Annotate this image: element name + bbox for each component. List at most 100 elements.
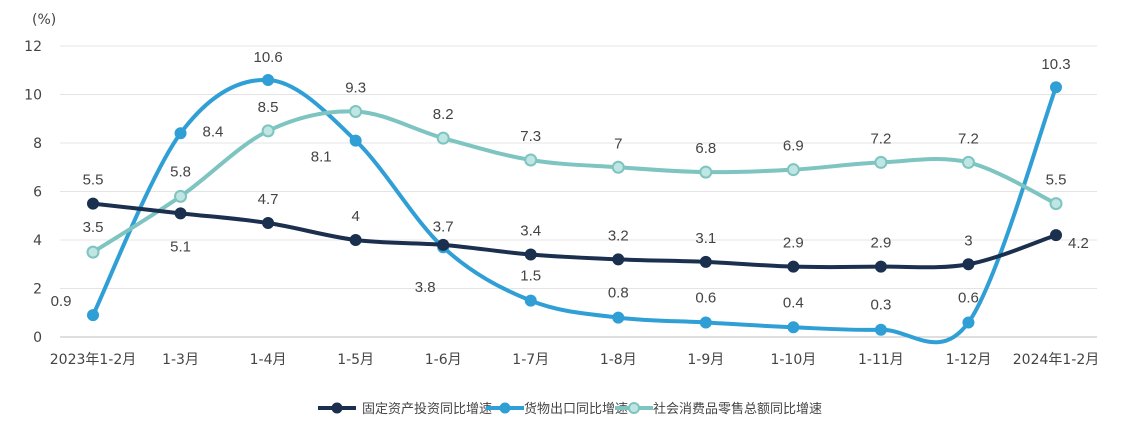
data-label-export: 0.6 xyxy=(958,289,979,306)
data-label-export: 0.4 xyxy=(783,294,804,311)
data-point-export xyxy=(262,73,275,86)
data-point-retail xyxy=(1049,197,1063,211)
data-point-retail xyxy=(524,153,538,167)
series-line-investment xyxy=(91,201,1058,270)
legend-label: 固定资产投资同比增速 xyxy=(362,401,492,417)
data-label-investment: 3 xyxy=(964,232,972,249)
data-label-export: 0.9 xyxy=(51,293,72,310)
data-label-investment: 4.7 xyxy=(258,191,279,208)
x-tick-label: 2023年1-2月 xyxy=(50,352,137,368)
legend-label: 社会消费品零售总额同比增速 xyxy=(653,401,822,417)
data-point-export xyxy=(962,316,975,329)
data-point-investment xyxy=(262,217,275,230)
data-point-investment xyxy=(962,258,975,271)
data-point-investment xyxy=(437,238,450,251)
x-tick-label: 1-5月 xyxy=(337,352,374,368)
data-labels: 5.5 5.1 4.7 4 3.8 3.4 3.2 3.1 2.9 2.9 3 4.2 0.9 8.4 10… xyxy=(51,49,1089,314)
series-line-retail xyxy=(91,109,1058,255)
data-label-retail: 8.2 xyxy=(433,106,454,123)
data-label-export: 0.6 xyxy=(695,289,716,306)
data-label-investment: 2.9 xyxy=(870,235,891,252)
series-line-export xyxy=(91,77,1058,345)
y-tick-label: 4 xyxy=(33,233,42,249)
series-retail xyxy=(86,104,1063,259)
data-point-retail xyxy=(436,131,450,145)
data-label-retail: 5.5 xyxy=(1046,172,1067,189)
data-label-retail: 7.2 xyxy=(870,130,891,147)
data-point-investment xyxy=(87,197,99,210)
data-label-export: 0.3 xyxy=(870,297,891,314)
legend-marker xyxy=(628,402,640,414)
data-label-retail: 6.8 xyxy=(695,140,716,157)
x-tick-label: 1-10月 xyxy=(770,352,816,368)
data-point-retail xyxy=(86,245,100,259)
y-tick-label: 12 xyxy=(24,39,42,55)
data-label-export: 10.6 xyxy=(253,49,282,66)
data-point-retail xyxy=(699,165,713,179)
data-point-investment xyxy=(787,260,800,273)
data-point-retail xyxy=(349,104,363,118)
data-point-investment xyxy=(699,255,712,268)
data-point-export xyxy=(787,321,800,334)
data-label-retail: 6.9 xyxy=(783,138,804,155)
y-axis-ticks: 0 2 4 6 8 10 12 xyxy=(24,39,42,346)
data-label-export: 3.7 xyxy=(433,218,454,235)
data-label-export: 8.1 xyxy=(311,149,332,166)
data-point-retail xyxy=(611,160,625,174)
data-point-investment xyxy=(174,207,187,220)
series-investment xyxy=(87,197,1062,273)
data-label-investment: 2.9 xyxy=(783,235,804,252)
data-point-investment xyxy=(612,253,625,266)
legend-item-export: 货物出口同比增速 xyxy=(486,401,628,417)
data-point-export xyxy=(174,127,187,140)
data-point-investment xyxy=(524,248,537,261)
y-tick-label: 8 xyxy=(33,136,42,152)
data-label-retail: 3.5 xyxy=(83,219,104,236)
data-label-retail: 7.3 xyxy=(520,128,541,145)
x-tick-label: 1-12月 xyxy=(946,352,992,368)
x-tick-label: 1-6月 xyxy=(425,352,462,368)
data-point-investment xyxy=(349,234,362,246)
y-tick-label: 0 xyxy=(33,330,42,346)
data-label-retail: 5.8 xyxy=(170,163,191,180)
series-export xyxy=(87,73,1062,345)
data-label-export: 1.5 xyxy=(520,268,541,285)
data-point-export xyxy=(699,316,712,329)
y-axis-unit-label: (%) xyxy=(32,12,56,28)
x-tick-label: 1-3月 xyxy=(162,352,199,368)
data-point-retail xyxy=(874,155,888,169)
data-label-export: 0.8 xyxy=(608,285,629,302)
data-point-investment xyxy=(1050,229,1062,242)
data-label-investment: 4 xyxy=(351,208,359,225)
data-point-retail xyxy=(786,163,800,177)
data-label-investment: 5.1 xyxy=(170,238,191,255)
legend-label: 货物出口同比增速 xyxy=(524,401,628,417)
x-tick-label: 1-4月 xyxy=(250,352,287,368)
y-tick-label: 2 xyxy=(33,282,42,298)
data-label-retail: 7.2 xyxy=(958,130,979,147)
data-point-export xyxy=(612,311,625,324)
legend-item-investment: 固定资产投资同比增速 xyxy=(318,401,492,417)
gridlines xyxy=(60,45,1097,338)
legend-item-retail: 社会消费品零售总额同比增速 xyxy=(615,401,822,417)
data-label-retail: 9.3 xyxy=(345,79,366,96)
data-label-retail: 7 xyxy=(614,135,622,152)
data-label-export: 10.3 xyxy=(1041,56,1070,73)
x-tick-label: 1-7月 xyxy=(512,352,549,368)
x-tick-label: 1-8月 xyxy=(600,352,637,368)
y-tick-label: 10 xyxy=(24,88,42,104)
data-point-retail xyxy=(961,155,975,169)
y-tick-label: 6 xyxy=(33,185,42,201)
data-label-investment: 3.2 xyxy=(608,227,629,244)
data-point-export xyxy=(87,309,99,322)
x-axis-ticks: 2023年1-2月 1-3月 1-4月 1-5月 1-6月 1-7月 1-8月 1-9月 1-1… xyxy=(50,352,1100,368)
x-tick-label: 1-11月 xyxy=(858,352,904,368)
x-tick-label: 2024年1-2月 xyxy=(1013,352,1100,368)
data-label-investment: 3.4 xyxy=(520,223,541,240)
data-label-retail: 8.5 xyxy=(258,99,279,116)
data-label-investment: 3.1 xyxy=(695,230,716,247)
data-label-export: 8.4 xyxy=(203,123,224,140)
data-point-export xyxy=(1050,81,1062,94)
data-label-investment: 4.2 xyxy=(1068,235,1089,252)
